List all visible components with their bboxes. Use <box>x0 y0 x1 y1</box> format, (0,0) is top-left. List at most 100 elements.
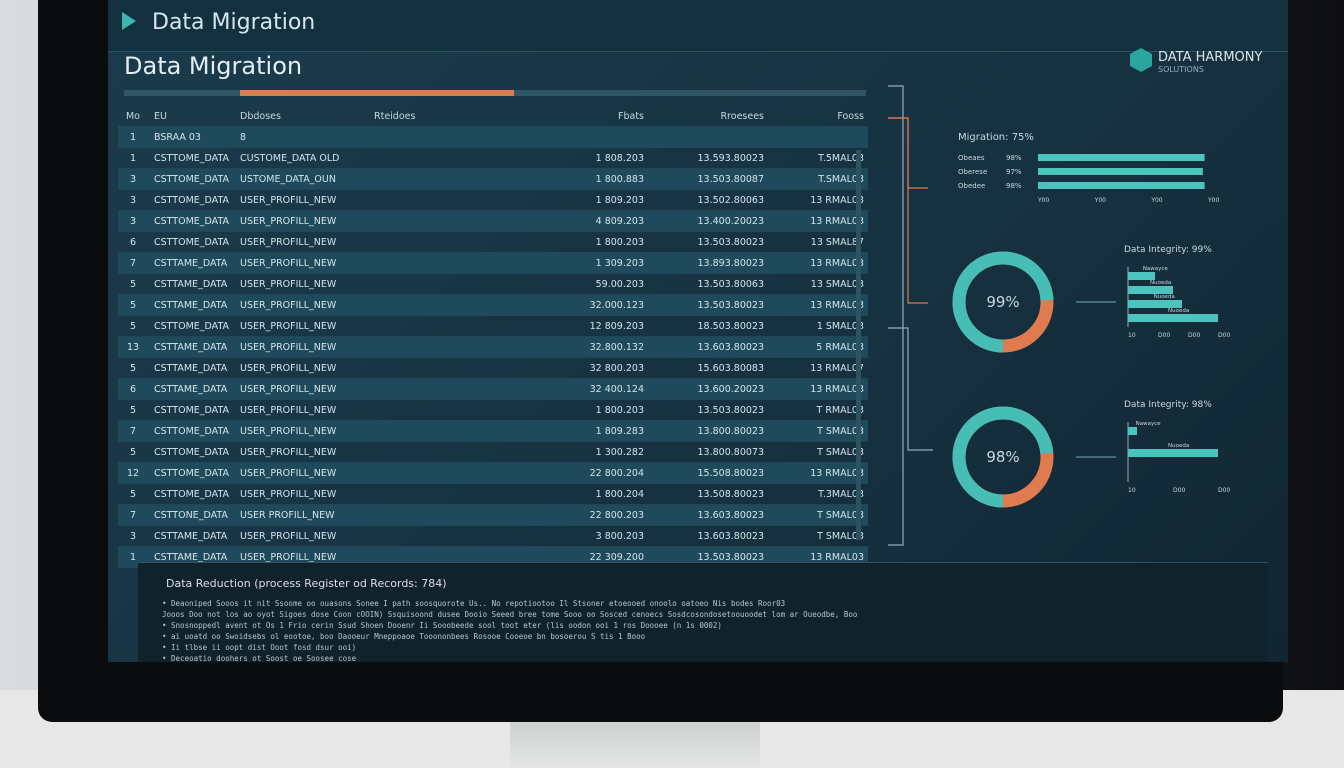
play-icon[interactable] <box>122 12 136 30</box>
bar-name: Obeaes <box>958 154 985 162</box>
table-cell: 3 <box>129 194 137 206</box>
table-cell: 5 RMAL03 <box>816 341 864 353</box>
donut-label: 99% <box>986 293 1019 311</box>
log-panel: Data Reduction (process Register od Reco… <box>138 562 1268 662</box>
progress-fill <box>240 90 514 96</box>
table-row: 6 CSTTAME_DATA USER_PROFILL_NEW 32 400.124 1… <box>118 379 868 400</box>
table-cell: 3 800.203 <box>595 530 644 542</box>
table-cell: 1 809.203 <box>595 194 644 206</box>
table-cell: 1 300.282 <box>595 446 644 458</box>
tick-label: 10 <box>1128 487 1136 494</box>
donut-value <box>952 251 1054 353</box>
table-cell: T RMAL03 <box>816 404 865 416</box>
table-cell: 13 RMAL03 <box>810 299 864 311</box>
column-header: EU <box>154 110 167 122</box>
table-cell: CSTTOME_DATA <box>154 320 230 332</box>
table-cell: CSTTAME_DATA <box>154 299 228 311</box>
table-cell: CSTTAME_DATA <box>154 383 228 395</box>
brand-tagline: SOLUTIONS <box>1158 65 1204 74</box>
table-cell: USER_PROFILL_NEW <box>240 467 337 479</box>
table-cell: 13.503.80023 <box>697 299 764 311</box>
bar-name: Nuoeda <box>1150 280 1171 286</box>
bar <box>1038 182 1205 189</box>
table-row: 7 CSTTONE_DATA USER PROFILL_NEW 22 800.203 1… <box>118 505 868 526</box>
tick-label: D00 <box>1188 332 1200 339</box>
table-row: 3 CSTTAME_DATA USER_PROFILL_NEW 3 800.203 13… <box>118 526 868 547</box>
brand: DATA HARMONY SOLUTIONS <box>1128 50 1262 74</box>
table-cell: 3 <box>129 215 137 227</box>
progress-bar <box>124 90 866 96</box>
table-cell: 15.508.80023 <box>697 467 764 479</box>
table-cell: 1 <box>129 152 137 164</box>
table-cell: 13.503.80023 <box>697 404 764 416</box>
table-cell: 13.503.80023 <box>697 236 764 248</box>
table-row: 5 CSTTOME_DATA USER_PROFILL_NEW 1 800.203 13… <box>118 400 868 421</box>
table-cell: BSRAA 03 <box>154 131 201 143</box>
table-cell: 13.893.80023 <box>697 257 764 269</box>
log-line: • Ii tlbse ii oopt dist Ooot fosd dsur o… <box>162 643 357 652</box>
table-cell: USER_PROFILL_NEW <box>240 299 337 311</box>
table-cell: 13.400.20023 <box>697 215 764 227</box>
table-cell: CSTTOME_DATA <box>154 173 230 185</box>
table-cell: 13 RMAL03 <box>810 215 864 227</box>
table-cell: 1 800.883 <box>595 173 644 185</box>
table-cell: CSTTOME_DATA <box>154 215 230 227</box>
table-cell: 32 400.124 <box>589 383 644 395</box>
table-cell: USER PROFILL_NEW <box>240 509 335 521</box>
table-cell: 1 808.203 <box>595 152 644 164</box>
table-row: 5 CSTTAME_DATA USER_PROFILL_NEW 32.000.123 1… <box>118 295 868 316</box>
log-line: • Snosnoppedl avent ot Os 1 Frio cerin S… <box>162 621 722 630</box>
table-cell: 5 <box>129 488 137 500</box>
table-row: 12 CSTTOME_DATA USER_PROFILL_NEW 22 800.204… <box>118 463 868 484</box>
column-header: Rteidoes <box>374 110 416 122</box>
table-cell: 1 800.203 <box>595 236 644 248</box>
table-cell: USER_PROFILL_NEW <box>240 194 337 206</box>
tick-label: D00 <box>1158 332 1170 339</box>
table-row: 3 CSTTOME_DATA USER_PROFILL_NEW 1 809.203 13… <box>118 190 868 211</box>
bar <box>1038 154 1205 161</box>
bar-name: Nawayce <box>1136 421 1162 427</box>
table-cell: T SMAL03 <box>817 446 864 458</box>
table-cell: CSTTOME_DATA <box>154 488 230 500</box>
column-header: Fooss <box>837 110 864 122</box>
brand-name: DATA HARMONY <box>1158 50 1263 65</box>
table-cell: 22 309.200 <box>589 551 644 563</box>
table-cell: 1 800.203 <box>595 404 644 416</box>
table-cell: 6 <box>129 383 137 395</box>
table-cell: 7 <box>129 425 137 437</box>
bar <box>1128 286 1173 294</box>
table-cell: USER_PROFILL_NEW <box>240 425 337 437</box>
log-title: Data Reduction (process Register od Reco… <box>166 577 447 590</box>
table-header: Mo EU Dbdoses Rteidoes Fbats Rroesees Fooss <box>118 106 868 127</box>
connector <box>888 117 928 304</box>
table-cell: 13 RMAL03 <box>810 257 864 269</box>
table-cell: CUSTOME_DATA OLD <box>240 152 340 164</box>
tick-label: D00 <box>1173 487 1185 494</box>
table-cell: 5 <box>129 320 137 332</box>
table-cell: 13.603.80023 <box>697 530 764 542</box>
scrollbar[interactable] <box>856 150 861 540</box>
table-cell: T SMAL03 <box>817 425 864 437</box>
table-cell: USER_PROFILL_NEW <box>240 446 337 458</box>
table: Mo EU Dbdoses Rteidoes Fbats Rroesees Fooss 1 BS… <box>118 106 868 568</box>
chart-title: Data Integrity: 98% <box>1124 400 1212 410</box>
header: Data Migration <box>108 0 1288 52</box>
table-cell: 8 <box>240 131 247 143</box>
table-cell: USER_PROFILL_NEW <box>240 341 337 353</box>
bar <box>1128 300 1182 308</box>
bar-name: Nuoeda <box>1154 294 1175 300</box>
table-cell: CSTTAME_DATA <box>154 551 228 563</box>
table-cell: 13 RMAL03 <box>810 194 864 206</box>
table-cell: USER_PROFILL_NEW <box>240 215 337 227</box>
table-cell: 13.503.80063 <box>697 278 764 290</box>
bar-label: 98% <box>1006 154 1022 162</box>
bar-name: Obedee <box>958 182 985 190</box>
table-cell: USER_PROFILL_NEW <box>240 404 337 416</box>
table-cell: 22 800.204 <box>589 467 644 479</box>
table-row: 5 CSTTOME_DATA USER_PROFILL_NEW 12 809.203 1… <box>118 316 868 337</box>
tick-label: D00 <box>1218 332 1230 339</box>
table-cell: CSTTAME_DATA <box>154 530 228 542</box>
table-cell: CSTTOME_DATA <box>154 194 230 206</box>
chart-title: Data Integrity: 99% <box>1124 245 1212 255</box>
